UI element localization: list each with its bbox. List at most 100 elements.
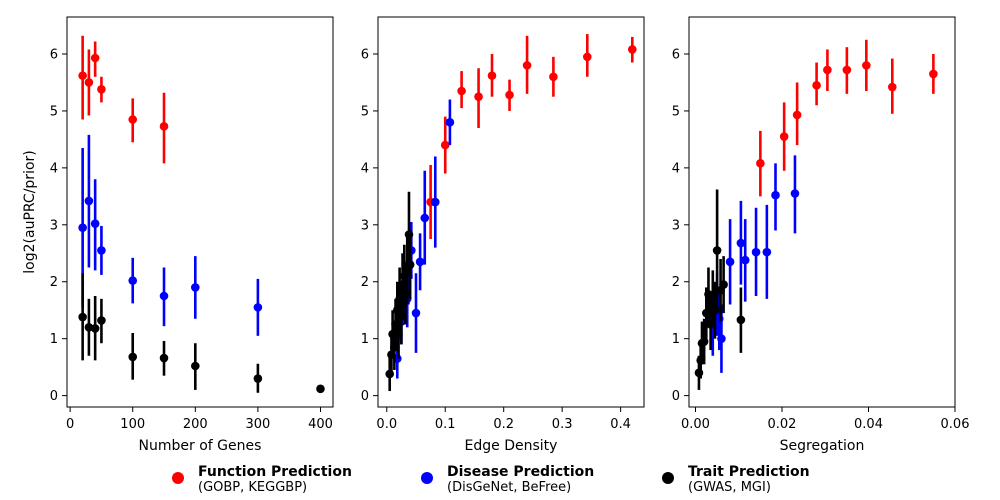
data-point-function-4 [487, 71, 497, 80]
data-point-trait-6 [191, 361, 200, 371]
series-function [78, 35, 169, 164]
data-point-disease-8 [762, 247, 772, 257]
x-axis-label: Edge Density [465, 438, 558, 454]
data-point-function-1 [779, 132, 789, 141]
x-tick-label: 400 [308, 417, 333, 432]
y-tick-label: 4 [672, 161, 680, 176]
series-disease [708, 155, 800, 373]
x-tick-label: 0.00 [681, 417, 710, 432]
y-tick-label: 1 [361, 332, 369, 347]
y-tick-label: 3 [361, 218, 369, 233]
legend-trait-marker [662, 472, 674, 484]
data-point-trait-11 [719, 280, 728, 289]
series-trait [694, 189, 746, 390]
data-point-disease-7 [411, 308, 421, 318]
plot-frame [377, 16, 645, 408]
data-point-function-7 [887, 82, 897, 92]
legend-trait-detail: (GWAS, MGI) [688, 480, 771, 495]
data-point-disease-8 [415, 257, 425, 267]
data-point-function-5 [842, 65, 852, 75]
x-tick-label: 100 [120, 417, 145, 432]
series-trait [78, 273, 325, 394]
data-point-disease-11 [445, 118, 455, 127]
series-function [756, 39, 938, 197]
data-point-disease-3 [97, 246, 106, 255]
data-point-disease-1 [84, 196, 94, 206]
data-point-function-5 [505, 90, 514, 100]
legend-function: Function Prediction (GOBP, KEGGBP) [172, 464, 352, 500]
data-point-trait-7 [253, 374, 263, 383]
x-tick-label: 0.04 [854, 417, 883, 432]
x-tick-label: 0.2 [493, 417, 514, 432]
panel-1: 0 100 200 300 400 0 1 2 3 4 5 6 Number of Genes log2(… [22, 16, 334, 454]
data-point-trait-4 [128, 352, 138, 362]
series-trait [385, 191, 415, 392]
legend-trait-name: Trait Prediction [688, 464, 810, 480]
data-point-function-8 [929, 69, 938, 79]
panel-2: 0.0 0.1 0.2 0.3 0.4 0 1 2 3 4 5 6 Edge Density [361, 16, 645, 454]
x-tick-label: 200 [183, 417, 208, 432]
y-tick-label: 4 [50, 161, 58, 176]
data-point-trait-14 [405, 260, 415, 269]
legend-disease-marker [421, 472, 433, 484]
data-point-trait-8 [316, 384, 325, 394]
plot-frame [688, 16, 956, 408]
data-point-function-8 [582, 52, 592, 62]
y-tick-label: 1 [672, 332, 680, 347]
data-point-function-2 [792, 110, 802, 120]
x-tick-label: 0.06 [941, 417, 970, 432]
x-axis-label: Number of Genes [139, 438, 262, 454]
legend-function-marker [172, 472, 184, 484]
data-point-function-7 [549, 72, 558, 82]
x-tick-label: 0 [66, 417, 74, 432]
data-point-disease-10 [430, 197, 440, 207]
data-point-disease-5 [736, 238, 746, 248]
series-function [426, 34, 637, 240]
y-tick-label: 6 [50, 48, 58, 63]
x-tick-label: 0.4 [610, 417, 631, 432]
data-point-disease-3 [717, 334, 726, 343]
y-tick-label: 0 [361, 389, 369, 404]
y-tick-label: 6 [361, 48, 369, 63]
data-point-disease-4 [128, 276, 138, 285]
y-tick-label: 2 [672, 275, 680, 290]
data-point-function-6 [522, 61, 532, 70]
data-point-function-3 [97, 85, 106, 94]
y-tick-label: 0 [672, 389, 680, 404]
data-point-function-5 [159, 122, 169, 131]
panel-3: 0.00 0.02 0.04 0.06 0 1 2 3 4 5 6 Segregation [672, 16, 970, 454]
data-point-disease-9 [420, 213, 430, 223]
y-tick-label: 5 [50, 104, 58, 119]
x-tick-label: 0.1 [435, 417, 456, 432]
y-tick-label: 5 [361, 104, 369, 119]
y-axis-label: log2(auPRC/prior) [22, 150, 38, 273]
data-point-function-4 [823, 65, 832, 75]
series-disease [78, 134, 263, 336]
y-tick-label: 3 [50, 218, 58, 233]
data-point-trait-3 [97, 316, 106, 325]
data-point-trait-12 [736, 315, 746, 325]
data-point-disease-2 [90, 219, 100, 228]
legend-disease: Disease Prediction (DisGeNet, BeFree) [421, 464, 594, 500]
data-point-trait-0 [78, 312, 87, 322]
data-point-trait-5 [159, 353, 169, 363]
data-point-disease-0 [78, 223, 87, 232]
figure-panels: 0 100 200 300 400 0 1 2 3 4 5 6 Number of Genes log2(… [22, 16, 970, 454]
y-tick-label: 1 [50, 332, 58, 347]
data-point-function-1 [84, 78, 94, 87]
x-tick-label: 300 [245, 417, 270, 432]
data-point-trait-2 [90, 324, 100, 333]
data-point-disease-6 [191, 283, 200, 292]
data-point-function-0 [78, 71, 87, 80]
legend-disease-name: Disease Prediction [447, 464, 595, 480]
plot-frame [66, 16, 334, 408]
data-point-function-9 [628, 45, 637, 54]
data-point-disease-10 [790, 189, 800, 198]
data-point-trait-9 [712, 246, 722, 255]
x-tick-label: 0.3 [552, 417, 573, 432]
legend-function-detail: (GOBP, KEGGBP) [198, 480, 308, 495]
data-point-function-1 [440, 140, 450, 150]
x-tick-label: 0.02 [768, 417, 797, 432]
y-tick-label: 2 [361, 275, 369, 290]
legend-trait: Trait Prediction (GWAS, MGI) [662, 464, 810, 500]
